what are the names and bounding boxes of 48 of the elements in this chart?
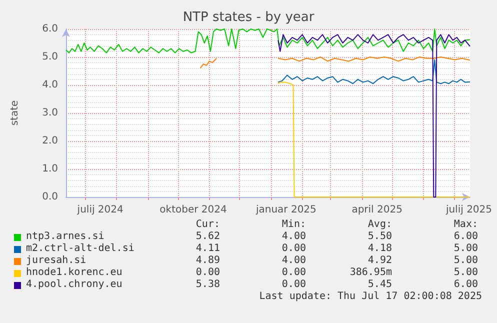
text: 0.00	[282, 243, 306, 254]
legend-label: m2.ctrl-alt-del.si	[26, 243, 134, 254]
y-tick-label: 4.0	[42, 80, 58, 90]
text: 5.00	[454, 255, 478, 266]
text: 5.45	[368, 279, 392, 290]
text: 4.00	[282, 231, 306, 242]
legend-label: hnode1.korenc.eu	[26, 267, 122, 278]
line-series	[278, 59, 470, 84]
legend-label: 4.pool.chrony.eu	[26, 279, 122, 290]
y-axis-title: state	[10, 100, 20, 126]
x-tick-label: april 2025	[352, 204, 402, 216]
y-tick-label: 3.0	[42, 108, 58, 118]
y-tick-label: 6.0	[42, 24, 58, 34]
text: 4.11	[196, 243, 220, 254]
text: Max:	[454, 219, 478, 230]
text: 0.00	[282, 267, 306, 278]
line-series	[200, 58, 217, 69]
chart-title: NTP states - by year	[182, 10, 315, 25]
text: 5.00	[454, 243, 478, 254]
x-tick-label: oktober 2024	[160, 204, 227, 216]
text: 5.50	[368, 231, 392, 242]
y-tick-label: 5.0	[42, 52, 58, 62]
text: 0.00	[196, 267, 220, 278]
y-tick-label: 2.0	[42, 136, 58, 146]
text: 4.18	[368, 243, 392, 254]
y-tick-label: 0.0	[42, 192, 58, 202]
line-series	[66, 28, 470, 54]
x-tick-label: julij 2025	[444, 204, 492, 216]
y-tick-label: 1.0	[42, 164, 58, 174]
legend-label: ntp3.arnes.si	[26, 231, 104, 242]
x-tick-label: januar 2025	[254, 204, 316, 216]
text: 6.00	[454, 279, 478, 290]
legend-label: juresah.si	[26, 255, 86, 266]
text: 6.00	[454, 231, 478, 242]
text: Avg:	[368, 219, 392, 230]
text: 5.38	[196, 279, 220, 290]
line-series	[278, 34, 470, 198]
text: Min:	[282, 219, 306, 230]
text: 5.62	[196, 231, 220, 242]
text: 5.00	[454, 267, 478, 278]
text: Last update: Thu Jul 17 02:00:08 2025	[259, 291, 482, 302]
text: 386.95m	[350, 267, 392, 278]
text: Cur:	[196, 219, 220, 230]
text: 4.92	[368, 255, 392, 266]
x-tick-label: julij 2024	[76, 204, 124, 216]
text: 0.00	[282, 279, 306, 290]
text: 4.00	[282, 255, 306, 266]
text: 4.89	[196, 255, 220, 266]
